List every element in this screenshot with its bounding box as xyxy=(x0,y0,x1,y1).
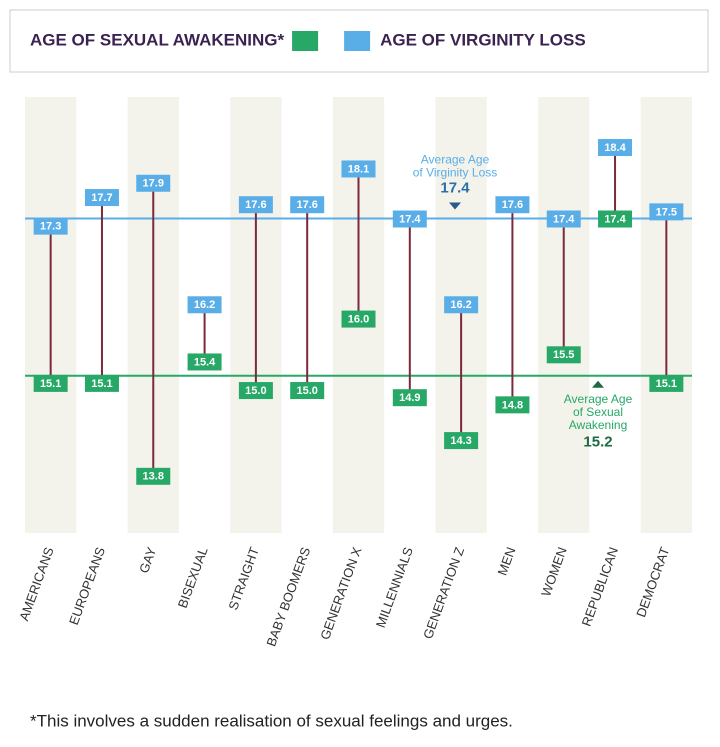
value-marker xyxy=(33,374,68,392)
value-label: 14.3 xyxy=(450,435,471,447)
value-marker xyxy=(187,296,222,314)
value-marker xyxy=(341,310,376,328)
annotation-arrow xyxy=(592,380,604,388)
value-label: 16.0 xyxy=(348,313,369,325)
value-label: 15.1 xyxy=(91,378,112,390)
value-marker xyxy=(495,396,530,414)
value-marker xyxy=(341,160,376,178)
legend-swatch xyxy=(344,31,371,51)
annotation-value: 15.2 xyxy=(583,434,612,451)
value-marker xyxy=(546,210,581,228)
value-label: 17.4 xyxy=(553,213,575,225)
x-tick-label: GENERATION Z xyxy=(420,545,467,641)
value-label: 15.0 xyxy=(245,385,266,397)
value-label: 17.6 xyxy=(245,199,266,211)
x-tick-label: EUROPEANS xyxy=(66,545,108,627)
value-label: 17.9 xyxy=(143,178,164,190)
value-marker xyxy=(444,296,479,314)
x-tick-label: MILLENNIALS xyxy=(373,545,416,630)
footnote: *This involves a sudden realisation of s… xyxy=(30,711,513,730)
annotation: Average Age xyxy=(564,392,633,406)
value-marker xyxy=(598,210,633,228)
value-marker xyxy=(84,374,119,392)
value-label: 15.5 xyxy=(553,349,574,361)
value-marker xyxy=(136,467,171,485)
x-tick-label: WOMEN xyxy=(538,545,570,598)
value-label: 18.1 xyxy=(348,163,369,175)
annotation: Awakening xyxy=(569,418,628,432)
value-label: 15.4 xyxy=(194,356,216,368)
value-marker xyxy=(187,353,222,371)
value-marker xyxy=(546,346,581,364)
annotation: of Virginity Loss xyxy=(413,166,498,180)
value-marker xyxy=(598,139,633,157)
value-label: 17.7 xyxy=(91,192,112,204)
value-marker xyxy=(84,189,119,207)
value-marker xyxy=(238,196,273,214)
x-tick-label: GAY xyxy=(136,545,159,575)
value-marker xyxy=(33,217,68,235)
value-label: 15.0 xyxy=(296,385,317,397)
value-label: 13.8 xyxy=(143,471,164,483)
value-label: 18.4 xyxy=(604,142,626,154)
x-tick-label: STRAIGHT xyxy=(225,545,262,612)
legend-label: AGE OF SEXUAL AWAKENING* xyxy=(30,30,284,49)
annotation-value: 17.4 xyxy=(440,179,470,196)
annotation: of Sexual xyxy=(573,405,623,419)
value-label: 14.8 xyxy=(502,399,523,411)
x-tick-label: BISEXUAL xyxy=(175,545,211,610)
legend-label: AGE OF VIRGINITY LOSS xyxy=(380,30,586,49)
annotation: Average Age xyxy=(421,153,490,167)
value-marker xyxy=(290,196,325,214)
value-marker xyxy=(290,382,325,400)
annotation-arrow xyxy=(449,202,461,210)
value-label: 17.4 xyxy=(604,213,626,225)
value-label: 17.4 xyxy=(399,213,421,225)
value-marker xyxy=(392,389,427,407)
value-marker xyxy=(649,374,684,392)
value-label: 15.1 xyxy=(656,378,677,390)
value-label: 17.6 xyxy=(502,199,523,211)
value-marker xyxy=(392,210,427,228)
value-marker xyxy=(649,203,684,221)
x-tick-label: GENERATION X xyxy=(317,545,364,642)
x-tick-label: MEN xyxy=(494,545,518,577)
value-marker xyxy=(495,196,530,214)
value-label: 17.5 xyxy=(656,206,677,218)
x-tick-label: AMERICANS xyxy=(16,545,57,623)
value-label: 14.9 xyxy=(399,392,420,404)
legend-swatch xyxy=(292,31,319,51)
value-label: 15.1 xyxy=(40,378,61,390)
value-label: 17.6 xyxy=(296,199,317,211)
x-tick-label: DEMOCRAT xyxy=(633,545,672,619)
value-marker xyxy=(444,432,479,450)
x-tick-label: REPUBLICAN xyxy=(579,545,622,628)
value-marker xyxy=(238,382,273,400)
value-label: 16.2 xyxy=(194,299,215,311)
x-tick-label: BABY BOOMERS xyxy=(263,545,313,649)
value-label: 16.2 xyxy=(450,299,471,311)
value-label: 17.3 xyxy=(40,221,61,233)
value-marker xyxy=(136,174,171,192)
